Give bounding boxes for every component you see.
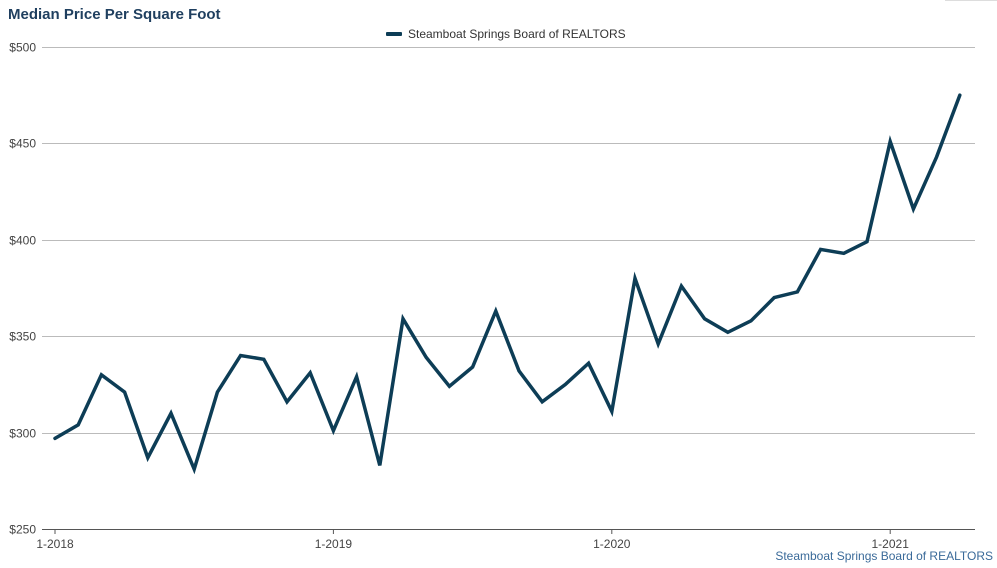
data-point[interactable] <box>748 318 754 324</box>
chart-legend[interactable]: Steamboat Springs Board of REALTORS <box>386 27 626 41</box>
data-point[interactable] <box>887 138 893 144</box>
data-point[interactable] <box>98 372 104 378</box>
x-tick-label: 1-2019 <box>315 537 353 551</box>
data-point[interactable] <box>493 308 499 314</box>
y-tick-label: $450 <box>9 137 36 151</box>
data-point[interactable] <box>562 381 568 387</box>
y-tick-label: $300 <box>9 427 36 441</box>
data-point[interactable] <box>818 246 824 252</box>
data-point[interactable] <box>122 389 128 395</box>
data-point[interactable] <box>655 341 661 347</box>
data-point[interactable] <box>400 316 406 322</box>
y-tick-label: $350 <box>9 330 36 344</box>
data-point[interactable] <box>678 283 684 289</box>
data-point[interactable] <box>864 239 870 245</box>
data-point[interactable] <box>261 356 267 362</box>
data-point[interactable] <box>168 410 174 416</box>
data-point[interactable] <box>539 399 545 405</box>
data-point[interactable] <box>934 154 940 160</box>
data-point[interactable] <box>423 354 429 360</box>
data-point[interactable] <box>284 399 290 405</box>
data-point[interactable] <box>52 435 58 441</box>
y-tick-label: $500 <box>9 41 36 55</box>
data-point[interactable] <box>957 92 963 98</box>
data-point[interactable] <box>794 289 800 295</box>
data-point[interactable] <box>771 295 777 301</box>
data-point[interactable] <box>841 250 847 256</box>
data-point[interactable] <box>609 408 615 414</box>
data-point[interactable] <box>145 455 151 461</box>
data-point[interactable] <box>446 383 452 389</box>
data-point[interactable] <box>702 316 708 322</box>
data-point[interactable] <box>725 329 731 335</box>
x-tick-label: 1-2020 <box>593 537 631 551</box>
data-point[interactable] <box>330 428 336 434</box>
corner-divider <box>945 0 997 1</box>
data-point[interactable] <box>586 360 592 366</box>
source-label[interactable]: Steamboat Springs Board of REALTORS <box>775 549 993 563</box>
y-tick-label: $400 <box>9 234 36 248</box>
data-point[interactable] <box>516 368 522 374</box>
data-point[interactable] <box>470 364 476 370</box>
series-line[interactable] <box>53 93 962 475</box>
data-point[interactable] <box>632 275 638 281</box>
legend-label: Steamboat Springs Board of REALTORS <box>408 27 626 41</box>
data-point[interactable] <box>238 352 244 358</box>
chart-title: Median Price Per Square Foot <box>8 6 221 23</box>
x-tick-label: 1-2021 <box>872 537 910 551</box>
data-point[interactable] <box>910 206 916 212</box>
data-point[interactable] <box>191 466 197 472</box>
data-point[interactable] <box>377 462 383 468</box>
x-tick-label: 1-2018 <box>36 537 74 551</box>
data-point[interactable] <box>354 374 360 380</box>
legend-swatch <box>386 32 402 36</box>
y-tick-label: $250 <box>9 523 36 537</box>
data-point[interactable] <box>214 389 220 395</box>
data-point[interactable] <box>307 370 313 376</box>
data-point[interactable] <box>75 422 81 428</box>
